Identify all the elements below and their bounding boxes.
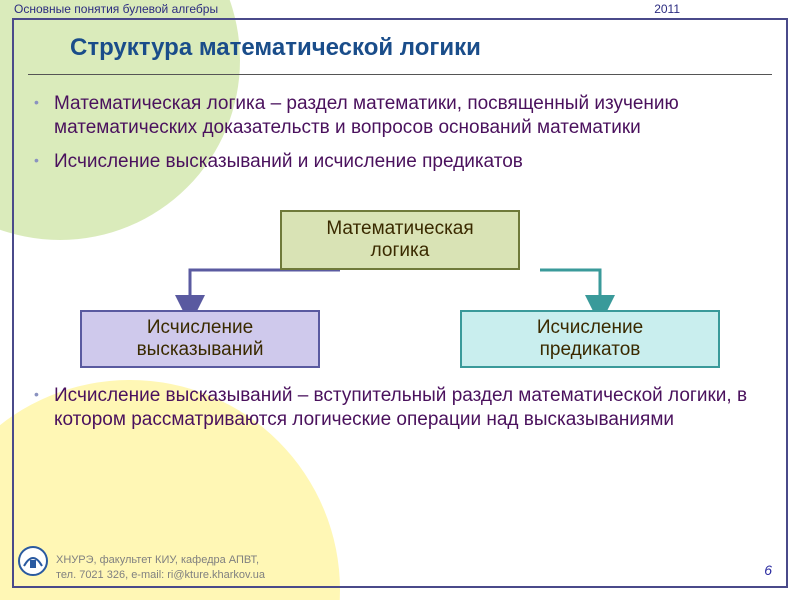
title-underline xyxy=(28,74,772,75)
header-left: Основные понятия булевой алгебры xyxy=(14,2,218,16)
box-right-line2: предикатов xyxy=(537,339,643,361)
box-left: Исчисление высказываний xyxy=(80,310,320,368)
box-right-line1: Исчисление xyxy=(537,317,643,339)
arrow-left xyxy=(190,270,340,310)
footer-line2: тел. 7021 326, e-mail: ri@kture.kharkov.… xyxy=(56,568,265,582)
bullet-item: Математическая логика – раздел математик… xyxy=(42,92,776,140)
box-root: Математическая логика xyxy=(280,210,520,270)
arrow-right xyxy=(540,270,600,310)
box-root-line2: логика xyxy=(326,240,473,262)
footer-line1: ХНУРЭ, факультет КИУ, кафедра АПВТ, xyxy=(56,553,265,567)
org-logo-icon xyxy=(18,546,48,576)
box-right: Исчисление предикатов xyxy=(460,310,720,368)
bullet-item: Исчисление высказываний – вступительный … xyxy=(42,384,776,432)
footer-text: ХНУРЭ, факультет КИУ, кафедра АПВТ, тел.… xyxy=(56,553,265,582)
page-number: 6 xyxy=(764,562,772,578)
box-left-line2: высказываний xyxy=(137,339,264,361)
content-top: Математическая логика – раздел математик… xyxy=(24,88,776,183)
header-right: 2011 xyxy=(654,2,680,16)
box-left-line1: Исчисление xyxy=(137,317,264,339)
box-root-line1: Математическая xyxy=(326,218,473,240)
hierarchy-diagram: Математическая логика Исчисление высказы… xyxy=(40,210,760,370)
slide-title: Структура математической логики xyxy=(70,34,770,62)
content-bottom: Исчисление высказываний – вступительный … xyxy=(24,380,776,442)
bullet-item: Исчисление высказываний и исчисление пре… xyxy=(42,150,776,174)
slide: Основные понятия булевой алгебры 2011 Ст… xyxy=(0,0,800,600)
